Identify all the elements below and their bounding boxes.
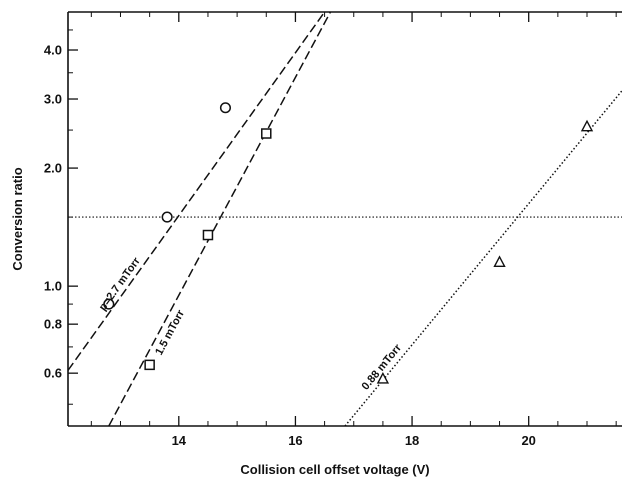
series-3-label: 0.88 mTorr [360,342,405,393]
series-1-label: p=2.7 mTorr [97,255,144,313]
series-1-point [103,298,115,310]
series-2-fit-line [108,12,332,426]
y-tick-label: 2.0 [44,161,62,176]
series-1-fit-line [68,12,326,371]
x-tick-label: 14 [172,433,187,448]
series-1-point [219,102,232,114]
y-axis-label: Conversion ratio [10,167,25,270]
x-tick-label: 20 [521,433,535,448]
y-tick-label: 1.0 [44,279,62,294]
x-tick-label: 18 [405,433,419,448]
series-3-point [580,119,594,132]
y-tick-label: 0.6 [44,366,62,381]
plot-area: 14 16 18 20 0.6 0.8 1.0 2.0 3.0 4.0 Collision cell… [10,11,622,477]
series-2-point [202,229,214,241]
series-3-point [376,371,390,384]
x-axis-label: Collision cell offset voltage (V) [240,462,429,477]
series-1-point [161,211,173,223]
y-tick-label: 0.8 [44,317,62,332]
y-tick-label: 4.0 [44,43,62,58]
x-tick-label: 16 [288,433,302,448]
series-3-fit-line [344,90,622,426]
y-tick-label: 3.0 [44,92,62,107]
series-3-point [493,255,506,268]
series-2-point [261,128,272,139]
series-2-point [144,359,155,371]
